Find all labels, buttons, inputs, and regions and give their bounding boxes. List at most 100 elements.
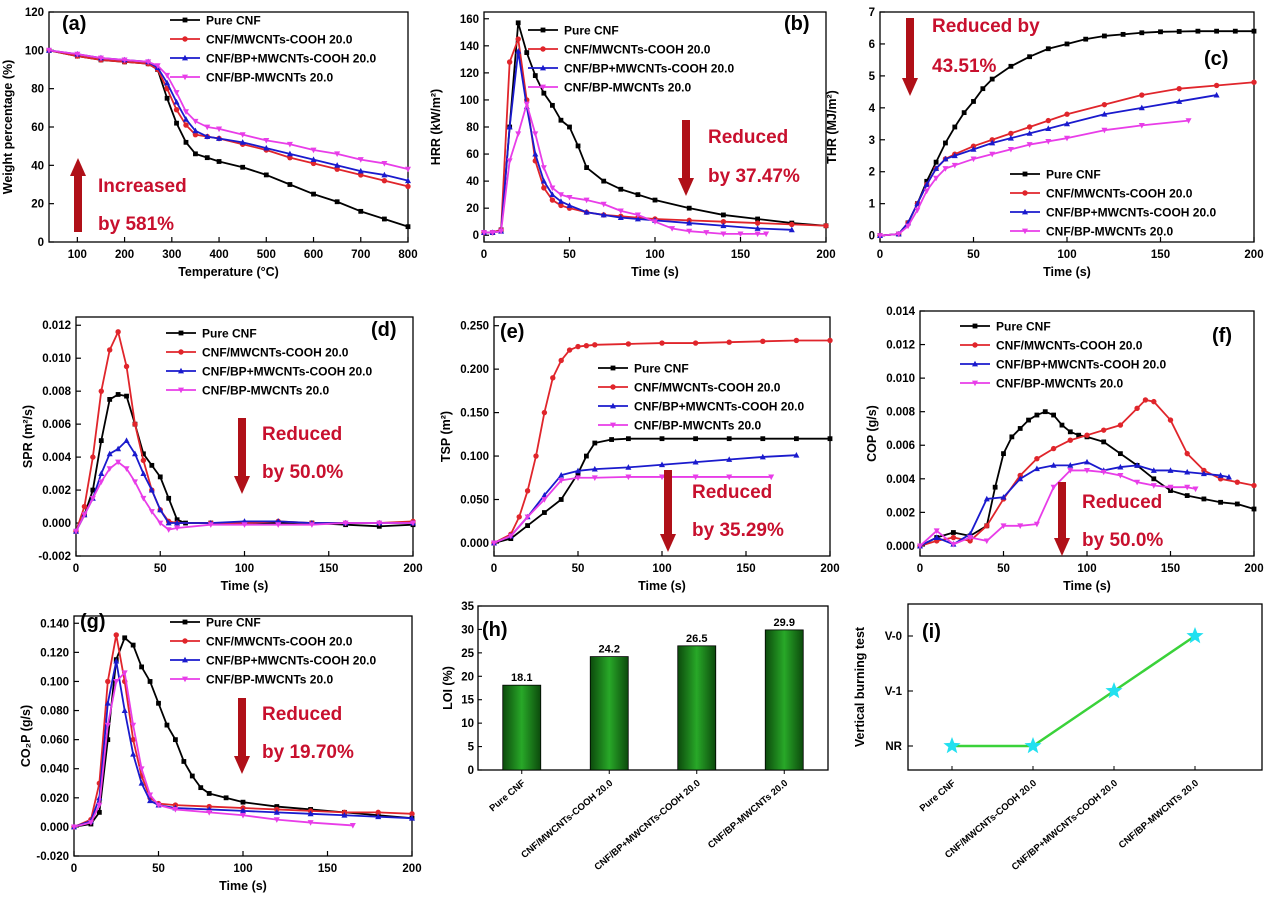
data-point <box>1218 499 1223 505</box>
data-point <box>132 421 138 427</box>
legend-label: CNF/BP-MWCNTs 20.0 <box>206 673 333 687</box>
y-tick-label: 80 <box>466 122 479 134</box>
data-point <box>139 664 144 670</box>
legend-label: CNF/BP-MWCNTs 20.0 <box>634 419 761 433</box>
legend-marker <box>178 367 184 374</box>
star-marker <box>1105 682 1123 699</box>
data-point <box>1084 468 1090 474</box>
data-point <box>1076 432 1082 438</box>
legend-label: Pure CNF <box>634 362 689 376</box>
y-tick-label: 0.000 <box>40 822 69 834</box>
data-point <box>130 750 137 757</box>
data-point <box>1067 437 1074 443</box>
data-point <box>341 812 348 818</box>
data-point <box>516 514 522 520</box>
data-point <box>1139 92 1145 98</box>
data-point <box>155 802 162 809</box>
data-point <box>970 146 977 152</box>
data-point <box>1050 445 1057 452</box>
y-tick-label: 3 <box>869 135 875 147</box>
data-point <box>1214 28 1219 34</box>
data-point <box>971 99 976 104</box>
legend-label: CNF/MWCNTs-COOH 20.0 <box>1046 187 1193 201</box>
category-label: CNF/MWCNTs-COOH 20.0 <box>519 778 615 861</box>
data-point <box>827 337 833 344</box>
data-point <box>1138 123 1145 129</box>
data-point <box>525 523 530 528</box>
y-tick-label: 30 <box>461 624 474 636</box>
data-point <box>1008 130 1014 137</box>
y-tick-label: 20 <box>466 203 479 215</box>
data-point <box>310 156 317 162</box>
panel-label: (f) <box>1212 325 1232 347</box>
y-tick-label: 0.000 <box>460 538 489 550</box>
data-point <box>123 466 130 472</box>
data-point <box>1100 469 1107 476</box>
data-point <box>173 98 180 105</box>
data-point <box>515 36 521 42</box>
data-point <box>1201 496 1207 502</box>
data-point <box>558 477 565 484</box>
data-point <box>541 491 548 498</box>
panel-label: (c) <box>1204 48 1228 70</box>
legend-label: CNF/BP+MWCNTs-COOH 20.0 <box>564 62 734 76</box>
data-point <box>1000 523 1007 529</box>
y-tick-label: 0.008 <box>42 386 71 398</box>
category-label: CNF/MWCNTs-COOH 20.0 <box>943 778 1039 861</box>
data-point <box>115 445 122 452</box>
data-point <box>1225 473 1232 480</box>
data-point <box>409 814 415 821</box>
data-point <box>626 436 631 442</box>
data-point <box>686 219 693 226</box>
data-point <box>1251 506 1257 512</box>
legend-marker <box>182 638 188 644</box>
data-point <box>240 164 246 170</box>
panel-label: (h) <box>482 619 508 641</box>
data-point <box>917 543 923 550</box>
legend-label: CNF/MWCNTs-COOH 20.0 <box>206 33 353 47</box>
data-point <box>307 820 314 826</box>
data-point <box>491 540 497 547</box>
data-point <box>98 388 104 394</box>
data-point <box>240 807 246 814</box>
category-label: CNF/BP+MWCNTs-COOH 20.0 <box>592 778 702 873</box>
decrease-arrow <box>664 470 672 534</box>
data-point <box>1251 28 1257 34</box>
y-tick-label: 140 <box>460 41 479 53</box>
data-point <box>107 347 113 353</box>
data-point <box>286 150 293 157</box>
x-tick-label: 200 <box>403 563 422 575</box>
data-point <box>558 497 564 502</box>
data-point <box>287 182 293 187</box>
decrease-arrow-head <box>678 178 694 196</box>
data-point <box>692 474 699 481</box>
data-point <box>286 141 293 148</box>
data-point <box>156 700 161 706</box>
data-point <box>1168 488 1173 493</box>
data-point <box>357 157 364 163</box>
y-tick-label: 0 <box>468 765 474 777</box>
data-point <box>81 512 88 518</box>
y-tick-label: 0 <box>869 231 875 243</box>
y-tick-label: 20 <box>31 199 44 211</box>
data-point <box>357 167 364 174</box>
data-point <box>759 453 766 460</box>
y-tick-label: 100 <box>460 95 479 107</box>
data-point <box>768 474 775 481</box>
x-axis-label: Temperature (°C) <box>178 265 279 279</box>
data-point <box>617 214 624 221</box>
data-point <box>515 131 522 137</box>
data-point <box>557 198 564 204</box>
legend-label: CNF/BP-MWCNTs 20.0 <box>564 81 691 95</box>
x-tick-label: 50 <box>563 249 576 261</box>
data-point <box>575 475 581 481</box>
y-tick-label: 60 <box>31 122 44 134</box>
series-line <box>879 94 1217 237</box>
category-label: Pure CNF <box>487 778 527 814</box>
data-point <box>1139 30 1145 36</box>
data-point <box>1008 63 1014 69</box>
data-point <box>575 343 581 350</box>
data-point <box>1017 472 1023 479</box>
data-point <box>550 375 556 381</box>
